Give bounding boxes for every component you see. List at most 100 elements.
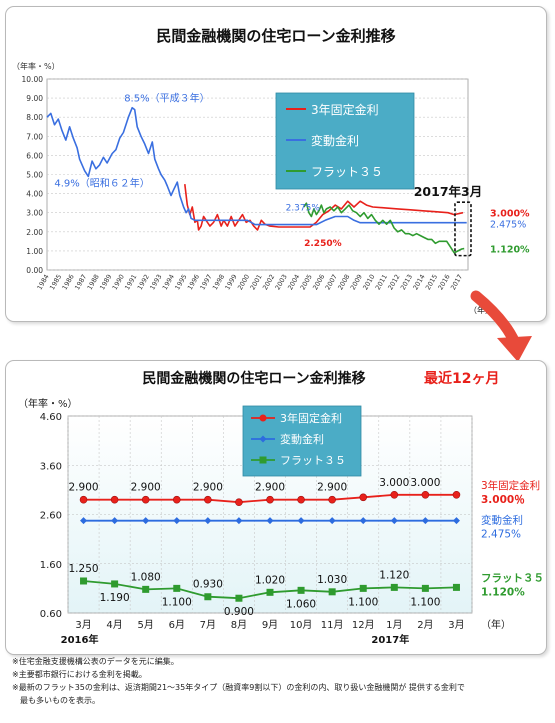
chart-subtitle: 最近12ヶ月 <box>424 370 499 387</box>
series-line-fixed3 <box>184 184 464 231</box>
marker-variable <box>204 517 212 525</box>
legend-item: 3年固定金利 <box>280 411 342 425</box>
recent-chart: 民間金融機関の住宅ローン金利推移 最近12ヶ月 （年率・%） 0.60 1.60 2.60… <box>18 370 544 646</box>
series-line-variable <box>46 106 467 226</box>
y-tick-label: 5.00 <box>26 171 43 180</box>
legend-marker <box>259 435 267 443</box>
chart-title: 民間金融機関の住宅ローン金利推移 <box>156 27 395 45</box>
data-label: 1.190 <box>100 592 130 604</box>
long-term-chart: 民間金融機関の住宅ローン金利推移 （年率・%） 0.00 1.00 2.00 3.00 4.… <box>12 27 530 315</box>
recent-chart-panel: 民間金融機関の住宅ローン金利推移 最近12ヶ月 （年率・%） 0.60 1.60 2.60… <box>5 360 547 655</box>
y-tick-label: 4.60 <box>40 412 62 423</box>
end-value-fixed: 3.000% <box>490 208 530 219</box>
variable-low-annotation: 2.375% <box>286 204 321 214</box>
marker-flat35 <box>235 594 243 602</box>
marker-flat35 <box>452 583 460 591</box>
data-label: 2.900 <box>69 482 99 494</box>
x-unit-label: （年） <box>481 618 511 631</box>
marker-fixed3 <box>141 495 150 504</box>
data-label: 1.030 <box>317 574 347 586</box>
end-label-value: 2.475% <box>481 529 521 541</box>
marker-flat35 <box>421 584 429 592</box>
data-label: 1.080 <box>131 571 161 583</box>
y-tick-label: 1.60 <box>40 560 62 571</box>
callout-box <box>454 201 472 257</box>
x-tick-label: 1月 <box>386 619 402 631</box>
data-label: 1.060 <box>286 598 316 610</box>
marker-variable <box>266 517 274 525</box>
x-tick-label: 6月 <box>169 619 185 631</box>
marker-flat35 <box>142 585 150 593</box>
end-label-name: 3年固定金利 <box>481 479 540 492</box>
x-tick-label: 3月 <box>75 619 91 631</box>
year-label: 2017年 <box>371 633 409 646</box>
long-term-chart-panel: 民間金融機関の住宅ローン金利推移 （年率・%） 0.00 1.00 2.00 3.00 4.… <box>5 6 547 322</box>
end-value-variable: 2.475% <box>490 220 526 231</box>
x-tick-label: 2017 <box>449 273 464 291</box>
x-tick-label: 4月 <box>106 619 122 631</box>
marker-variable <box>111 517 119 525</box>
peak-annotation: 8.5%（平成３年） <box>124 92 209 105</box>
y-tick-label: 7.00 <box>26 132 43 141</box>
y-unit-label: （年率・%） <box>18 397 78 410</box>
end-label-name: 変動金利 <box>481 514 523 527</box>
marker-flat35 <box>359 584 367 592</box>
x-tick-label: 12月 <box>352 619 375 631</box>
legend-marker <box>259 414 267 422</box>
low-annotation: 4.9%（昭和６２年） <box>54 176 149 189</box>
marker-variable <box>297 517 305 525</box>
data-label: 1.100 <box>410 596 440 608</box>
marker-fixed3 <box>421 491 430 499</box>
marker-fixed3 <box>204 495 212 504</box>
x-tick-label: 3月 <box>448 619 464 631</box>
marker-variable <box>328 517 336 525</box>
y-tick-label: 10.00 <box>22 75 44 84</box>
x-tick-label: 5月 <box>138 619 154 631</box>
marker-flat35 <box>328 588 336 596</box>
marker-fixed3 <box>235 498 243 506</box>
data-label: 0.900 <box>224 606 254 618</box>
legend-item: 変動金利 <box>280 432 324 446</box>
x-tick-label: 9月 <box>262 619 278 631</box>
footnote: ※住宅金融支援機構公表のデータを元に編集。 <box>12 657 179 666</box>
end-label-name: フラット３５ <box>481 572 544 584</box>
data-label: 3.000 <box>379 477 409 489</box>
y-tick-label: 9.00 <box>26 94 43 103</box>
marker-fixed3 <box>110 495 119 504</box>
marker-fixed3 <box>359 493 368 502</box>
marker-variable <box>173 517 181 525</box>
footnote: ※主要都市銀行における金利を掲載。 <box>12 670 147 679</box>
fixed-low-annotation: 2.250% <box>304 239 342 249</box>
legend-marker <box>259 456 267 464</box>
y-tick-label: 3.60 <box>40 461 62 472</box>
series-line-flat35 <box>303 202 465 254</box>
marker-fixed3 <box>266 495 274 504</box>
y-tick-label: 8.00 <box>26 113 43 122</box>
legend-item: フラット３５ <box>311 165 383 179</box>
chart-title: 民間金融機関の住宅ローン金利推移 <box>142 370 365 387</box>
marker-fixed3 <box>390 491 399 499</box>
year-label: 2016年 <box>61 633 99 646</box>
x-tick-label: 2月 <box>417 619 433 631</box>
legend-item: 3年固定金利 <box>311 102 379 117</box>
marker-flat35 <box>80 577 88 585</box>
data-label: 0.930 <box>193 579 223 591</box>
y-tick-label: 2.60 <box>40 511 62 522</box>
marker-fixed3 <box>79 495 88 504</box>
marker-flat35 <box>173 584 181 592</box>
marker-flat35 <box>390 583 398 591</box>
marker-fixed3 <box>172 495 181 504</box>
marker-fixed3 <box>452 491 461 499</box>
end-value-flat35: 1.120% <box>490 245 530 256</box>
footnotes: ※住宅金融支援機構公表のデータを元に編集。 ※主要都市銀行における金利を掲載。 … <box>12 655 547 707</box>
marker-variable <box>452 517 460 525</box>
legend-item: 変動金利 <box>311 133 359 148</box>
y-tick-label: 0.60 <box>40 609 62 620</box>
data-label: 1.100 <box>348 596 378 608</box>
marker-variable <box>235 517 243 525</box>
end-label-value: 1.120% <box>481 586 525 598</box>
data-label: 2.900 <box>131 482 161 494</box>
data-label: 1.020 <box>255 574 285 586</box>
marker-variable <box>142 517 150 525</box>
x-tick-label: 10月 <box>290 619 313 631</box>
